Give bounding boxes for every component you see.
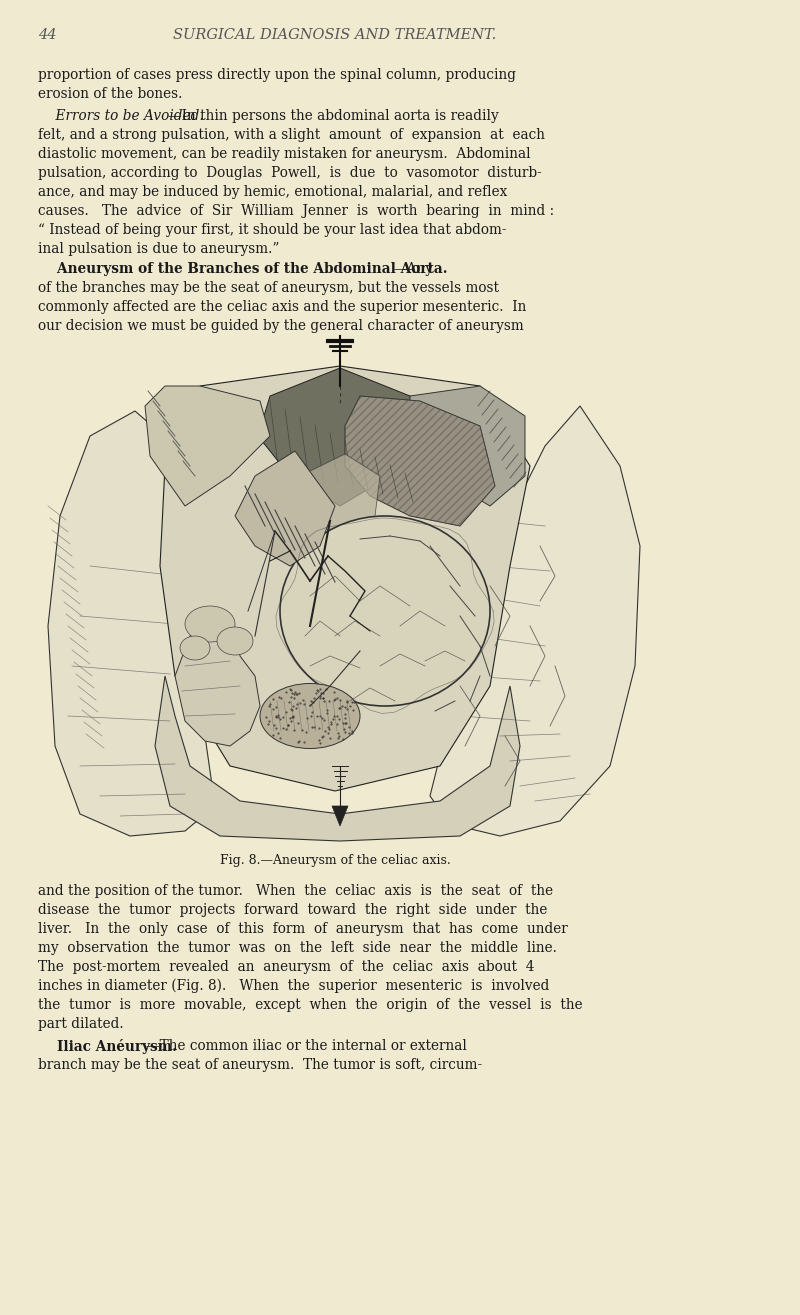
- Ellipse shape: [217, 627, 253, 655]
- Text: inches in diameter (Fig. 8).   When  the  superior  mesenteric  is  involved: inches in diameter (Fig. 8). When the su…: [38, 978, 550, 993]
- Polygon shape: [345, 396, 495, 526]
- Text: Aneurysm of the Branches of the Abdominal Aorta.: Aneurysm of the Branches of the Abdomina…: [38, 262, 447, 276]
- Text: 44: 44: [38, 28, 57, 42]
- Polygon shape: [160, 366, 530, 792]
- Text: of the branches may be the seat of aneurysm, but the vessels most: of the branches may be the seat of aneur…: [38, 281, 499, 295]
- Text: pulsation, according to  Douglas  Powell,  is  due  to  vasomotor  disturb-: pulsation, according to Douglas Powell, …: [38, 166, 542, 180]
- Text: felt, and a strong pulsation, with a slight  amount  of  expansion  at  each: felt, and a strong pulsation, with a sli…: [38, 128, 545, 142]
- Text: causes.   The  advice  of  Sir  William  Jenner  is  worth  bearing  in  mind :: causes. The advice of Sir William Jenner…: [38, 204, 554, 218]
- Text: commonly affected are the celiac axis and the superior mesenteric.  In: commonly affected are the celiac axis an…: [38, 300, 526, 314]
- Text: —The common iliac or the internal or external: —The common iliac or the internal or ext…: [146, 1039, 467, 1053]
- Text: —In thin persons the abdominal aorta is readily: —In thin persons the abdominal aorta is …: [168, 109, 498, 124]
- Text: The  post-mortem  revealed  an  aneurysm  of  the  celiac  axis  about  4: The post-mortem revealed an aneurysm of …: [38, 960, 534, 974]
- Text: —Any: —Any: [393, 262, 433, 276]
- Text: Fig. 8.—Aneurysm of the celiac axis.: Fig. 8.—Aneurysm of the celiac axis.: [220, 853, 450, 867]
- Ellipse shape: [310, 531, 440, 651]
- Text: ance, and may be induced by hemic, emotional, malarial, and reflex: ance, and may be induced by hemic, emoti…: [38, 185, 507, 199]
- Text: proportion of cases press directly upon the spinal column, producing: proportion of cases press directly upon …: [38, 68, 516, 82]
- Text: disease  the  tumor  projects  forward  toward  the  right  side  under  the: disease the tumor projects forward towar…: [38, 903, 547, 917]
- Text: our decision we must be guided by the general character of aneurysm: our decision we must be guided by the ge…: [38, 320, 524, 333]
- Polygon shape: [298, 454, 380, 540]
- Polygon shape: [410, 387, 525, 506]
- Ellipse shape: [180, 636, 210, 660]
- Text: diastolic movement, can be readily mistaken for aneurysm.  Abdominal: diastolic movement, can be readily mista…: [38, 147, 530, 160]
- Text: part dilated.: part dilated.: [38, 1016, 124, 1031]
- Text: liver.   In  the  only  case  of  this  form  of  aneurysm  that  has  come  und: liver. In the only case of this form of …: [38, 922, 568, 936]
- Polygon shape: [48, 412, 215, 836]
- Text: erosion of the bones.: erosion of the bones.: [38, 87, 182, 101]
- Text: branch may be the seat of aneurysm.  The tumor is soft, circum-: branch may be the seat of aneurysm. The …: [38, 1059, 482, 1072]
- Text: SURGICAL DIAGNOSIS AND TREATMENT.: SURGICAL DIAGNOSIS AND TREATMENT.: [174, 28, 497, 42]
- Polygon shape: [175, 615, 260, 746]
- Text: the  tumor  is  more  movable,  except  when  the  origin  of  the  vessel  is  : the tumor is more movable, except when t…: [38, 998, 582, 1013]
- Polygon shape: [332, 806, 348, 826]
- Ellipse shape: [185, 606, 235, 642]
- Text: inal pulsation is due to aneurysm.”: inal pulsation is due to aneurysm.”: [38, 242, 279, 256]
- Ellipse shape: [260, 684, 360, 748]
- Text: and the position of the tumor.   When  the  celiac  axis  is  the  seat  of  the: and the position of the tumor. When the …: [38, 884, 553, 898]
- Polygon shape: [235, 451, 335, 565]
- Polygon shape: [258, 368, 420, 506]
- Text: “ Instead of being your first, it should be your last idea that abdom-: “ Instead of being your first, it should…: [38, 224, 506, 237]
- Ellipse shape: [280, 515, 490, 706]
- FancyBboxPatch shape: [33, 346, 637, 836]
- Text: Iliac Anéurysm.: Iliac Anéurysm.: [38, 1039, 177, 1055]
- Text: Errors to be Avoided.: Errors to be Avoided.: [38, 109, 204, 124]
- Text: my  observation  the  tumor  was  on  the  left  side  near  the  middle  line.: my observation the tumor was on the left…: [38, 942, 557, 955]
- Polygon shape: [155, 676, 520, 842]
- Polygon shape: [430, 406, 640, 836]
- Polygon shape: [145, 387, 270, 506]
